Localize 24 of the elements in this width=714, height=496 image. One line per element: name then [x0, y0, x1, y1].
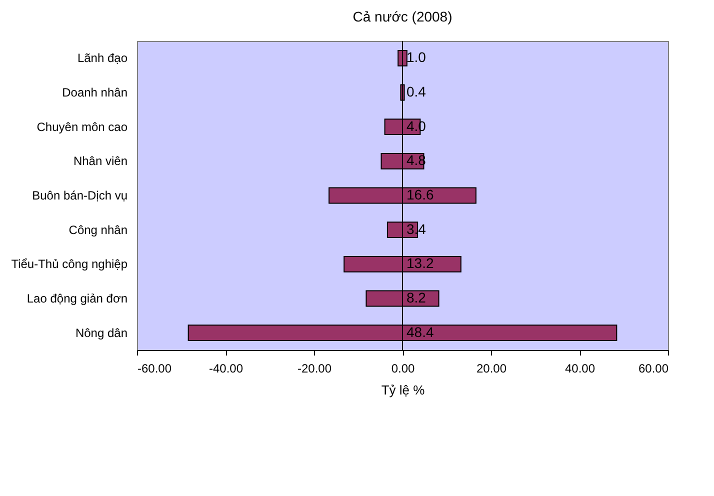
- x-tick-label: 40.00: [564, 362, 596, 376]
- x-tick-label: 20.00: [476, 362, 507, 376]
- y-tick-label: Lao động giản đơn: [26, 292, 128, 306]
- data-label: 48.4: [406, 324, 434, 340]
- chart-title: Cả nước (2008): [352, 8, 452, 24]
- x-tick-label: 60.00: [638, 362, 669, 376]
- y-tick-label: Tiểu-Thủ công nghiệp: [11, 257, 128, 272]
- x-tick-label: -20.00: [297, 362, 332, 376]
- data-label: 1.0: [406, 49, 426, 66]
- data-label: 16.6: [406, 186, 434, 202]
- y-tick-label: Công nhân: [68, 222, 128, 237]
- x-tick-label: -40.00: [208, 362, 244, 376]
- x-tick-label: -60.00: [138, 362, 172, 376]
- x-axis-title: Tỷ lệ %: [381, 382, 426, 398]
- data-label: 0.4: [406, 84, 426, 100]
- y-tick-label: Doanh nhân: [62, 86, 128, 100]
- y-tick-label: Buôn bán-Dịch vụ: [32, 188, 128, 202]
- data-label: 13.2: [406, 255, 434, 272]
- y-tick-label: Nhân viên: [73, 154, 128, 168]
- y-tick-label: Nông dân: [75, 326, 128, 340]
- y-tick-label: Lãnh đạo: [77, 51, 128, 66]
- data-label: 8.2: [406, 290, 426, 306]
- y-tick-label: Chuyên môn cao: [36, 120, 128, 134]
- x-tick-label: 0.00: [391, 362, 415, 376]
